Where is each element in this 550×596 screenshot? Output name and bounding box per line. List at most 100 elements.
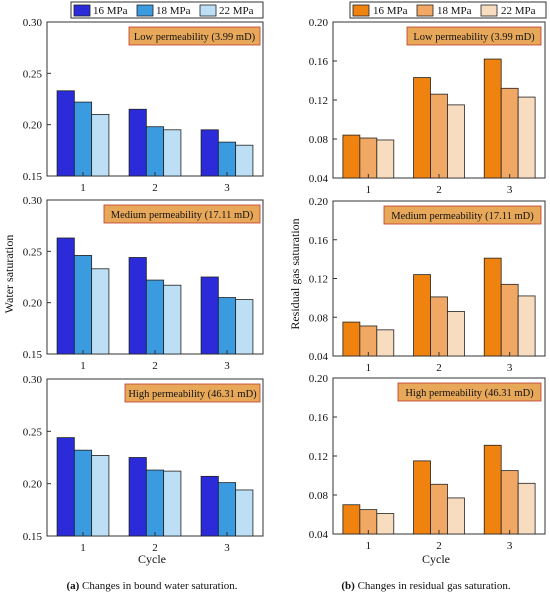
y-tick-label: 0.12 — [309, 274, 328, 286]
y-tick-label: 0.15 — [23, 531, 43, 543]
y-tick-label: 0.16 — [309, 412, 329, 424]
bar-right-medium-cycle3-s2 — [500, 283, 519, 357]
bar-right-medium-cycle1-s1 — [342, 321, 361, 357]
chart-left-low: 0.15 0.20 0.25 0.30 1 2 3 Low permeability (3.9… — [23, 17, 264, 194]
chart-right-high: 0.04 0.08 0.12 0.16 0.20 1 2 3 High permeability… — [309, 373, 546, 552]
bar-right-medium-cycle2-s2 — [430, 296, 448, 357]
x-tick-label: 2 — [436, 362, 442, 374]
y-tick-label: 0.30 — [23, 195, 43, 207]
y-tick-label: 0.04 — [309, 529, 329, 541]
caption-left-label: (a) — [66, 580, 79, 592]
x-tick-label: 1 — [366, 184, 372, 196]
annotation-label: Medium permeability (17.11 mD) — [391, 211, 534, 222]
bar-right-high-cycle3-s3 — [517, 482, 536, 535]
legend-left-swatch-2 — [136, 4, 154, 17]
bar-left-high-cycle1-s1 — [56, 437, 75, 537]
bar-right-medium-cycle3-s3 — [517, 295, 536, 357]
bar-left-low-cycle1-s2 — [73, 101, 93, 177]
annotation-label: Low permeability (3.99 mD) — [413, 32, 535, 43]
x-tick-label: 3 — [224, 182, 230, 194]
x-axis-title-right: Cycle — [422, 552, 450, 566]
bar-left-low-cycle3-s3 — [235, 144, 254, 177]
bar-right-medium-cycle2-s1 — [413, 274, 431, 357]
y-tick-label: 0.25 — [23, 426, 43, 438]
bar-left-medium-cycle3-s3 — [235, 299, 254, 355]
bar-right-high-cycle3-s2 — [500, 470, 519, 535]
y-axis-title-right: Residual gas saturation — [288, 218, 302, 329]
legend-left: 16 MPa 18 MPa 22 MPa — [70, 1, 264, 19]
annotation-box — [383, 205, 542, 225]
y-tick-label: 0.20 — [309, 196, 329, 208]
bar-left-low-cycle2-s2 — [145, 126, 165, 177]
x-tick-label: 3 — [224, 542, 230, 554]
x-tick-label: 3 — [507, 362, 513, 374]
bar-right-medium-cycle3-s1 — [483, 257, 502, 357]
legend-right: 16 MPa 18 MPa 22 MPa — [349, 1, 547, 19]
annotation-label: Medium permeability (17.11 mD) — [111, 210, 254, 221]
bar-right-low-cycle1-s1 — [342, 134, 361, 179]
annotation-label: Low permeability (3.99 mD) — [134, 32, 256, 43]
x-tick-label: 2 — [152, 360, 158, 372]
bar-right-medium-cycle2-s3 — [447, 311, 465, 357]
bar-right-low-cycle3-s2 — [500, 87, 519, 179]
bar-right-high-cycle1-s3 — [376, 513, 395, 535]
x-tick-label: 2 — [152, 182, 158, 194]
annotation-box — [128, 26, 261, 46]
y-tick-label: 0.25 — [23, 246, 43, 258]
bar-left-high-cycle1-s2 — [73, 449, 93, 537]
y-tick-label: 0.25 — [23, 68, 43, 80]
caption-right: (b) Changes in residual gas saturation. — [341, 580, 511, 592]
bar-left-medium-cycle1-s1 — [56, 237, 75, 355]
bar-left-medium-cycle2-s3 — [163, 284, 182, 355]
bar-right-low-cycle1-s2 — [359, 137, 378, 179]
bar-left-high-cycle2-s3 — [163, 470, 182, 537]
y-tick-label: 0.16 — [309, 56, 329, 68]
x-tick-label: 1 — [80, 360, 86, 372]
chart-right-low: 0.04 0.08 0.12 0.16 0.20 1 2 3 Low permeability … — [309, 17, 546, 196]
bar-left-low-cycle3-s2 — [217, 141, 237, 177]
y-tick-label: 0.08 — [309, 312, 329, 324]
y-tick-label: 0.30 — [23, 374, 43, 386]
bar-left-medium-cycle1-s3 — [91, 268, 110, 355]
legend-right-swatch-1 — [352, 4, 370, 17]
bar-right-low-cycle2-s2 — [430, 93, 448, 179]
x-axis-title-left: Cycle — [138, 552, 166, 566]
bar-right-high-cycle2-s1 — [413, 460, 431, 535]
y-tick-label: 0.20 — [23, 479, 43, 491]
caption-left-text: Changes in bound water saturation. — [79, 580, 237, 592]
caption-left: (a) Changes in bound water saturation. — [66, 580, 237, 592]
x-tick-label: 1 — [366, 540, 372, 552]
legend-right-label-2: 18 MPa — [437, 5, 472, 17]
y-tick-label: 0.20 — [309, 373, 329, 385]
bar-right-low-cycle2-s1 — [413, 77, 431, 179]
legend-left-label-1: 16 MPa — [93, 5, 128, 17]
caption-right-text: Changes in residual gas saturation. — [355, 580, 511, 592]
x-tick-label: 1 — [80, 182, 86, 194]
bar-left-low-cycle2-s3 — [163, 129, 182, 177]
annotation-box — [397, 382, 542, 402]
legend-left-label-2: 18 MPa — [156, 5, 191, 17]
legend-right-label-3: 22 MPa — [501, 5, 536, 17]
bar-left-high-cycle1-s3 — [91, 455, 110, 537]
bar-left-medium-cycle3-s2 — [217, 297, 237, 355]
y-tick-label: 0.16 — [309, 235, 329, 247]
bar-right-high-cycle3-s1 — [483, 444, 502, 535]
y-tick-label: 0.12 — [309, 451, 328, 463]
caption-right-label: (b) — [341, 580, 355, 592]
bar-left-high-cycle2-s1 — [128, 457, 147, 537]
x-tick-label: 1 — [366, 362, 372, 374]
chart-left-medium: 0.15 0.20 0.25 0.30 1 2 3 Medium permeability (… — [23, 195, 264, 372]
bar-left-low-cycle3-s1 — [200, 129, 219, 177]
chart-right-medium: 0.04 0.08 0.12 0.16 0.20 1 2 3 Medium permeabili… — [309, 196, 546, 374]
y-tick-label: 0.12 — [309, 95, 328, 107]
bar-right-high-cycle2-s2 — [430, 483, 448, 535]
y-tick-label: 0.15 — [23, 171, 43, 183]
x-tick-label: 3 — [507, 184, 513, 196]
bar-right-low-cycle1-s3 — [376, 139, 395, 179]
y-tick-label: 0.15 — [23, 349, 43, 361]
y-tick-label: 0.04 — [309, 351, 329, 363]
x-tick-label: 3 — [224, 360, 230, 372]
x-tick-label: 2 — [436, 540, 442, 552]
bar-right-low-cycle3-s1 — [483, 58, 502, 179]
annotation-box — [103, 204, 261, 224]
